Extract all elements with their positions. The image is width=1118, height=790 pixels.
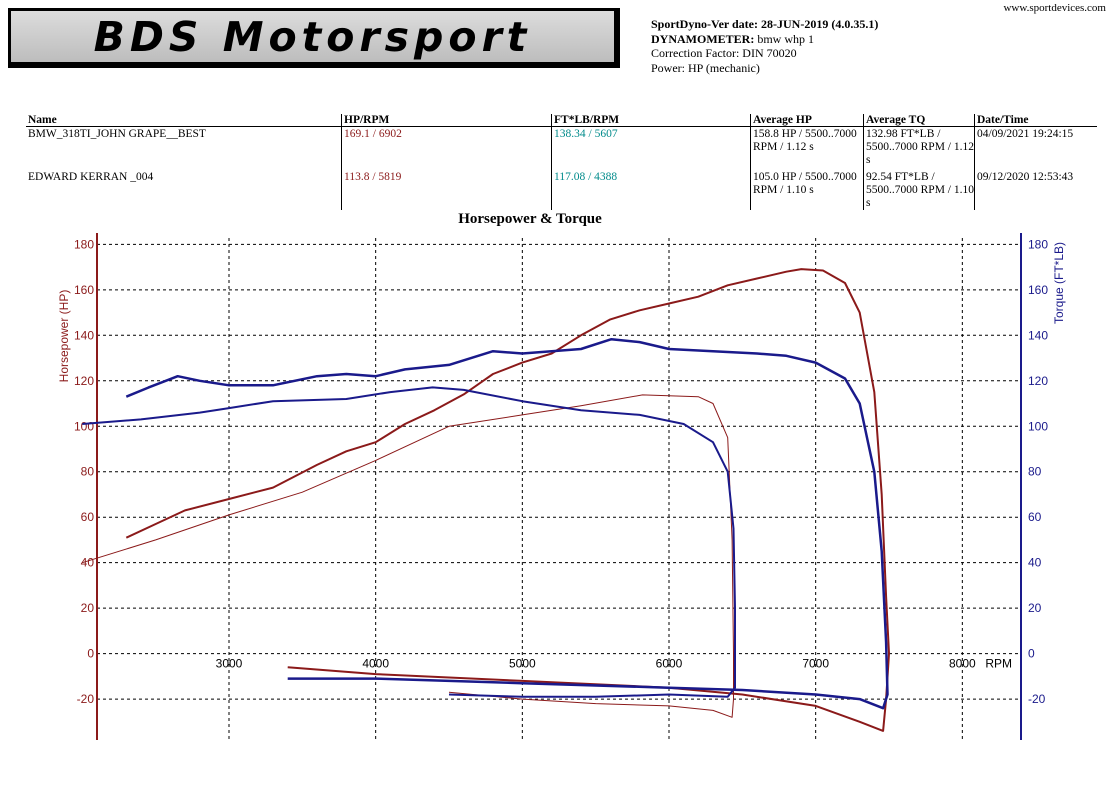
hp-curve — [82, 394, 734, 718]
x-tick: 4000 — [362, 657, 389, 671]
y-tick-right: 80 — [1028, 465, 1042, 479]
run-avg-hp: 158.8 HP / 5500..7000 RPM / 1.12 s — [750, 126, 864, 170]
run-hp: 113.8 / 5819 — [341, 170, 552, 210]
runs-table: Name HP/RPM FT*LB/RPM Average HP Average… — [26, 114, 1097, 210]
dyno-label: DYNAMOMETER: — [651, 31, 755, 46]
x-tick: 3000 — [216, 657, 243, 671]
y-tick-left: 120 — [74, 374, 94, 388]
y-tick-left: 20 — [81, 601, 95, 615]
col-avg-hp: Average HP — [750, 114, 864, 127]
col-name: Name — [26, 114, 342, 127]
y-tick-right: 20 — [1028, 601, 1042, 615]
table-row[interactable]: EDWARD KERRAN _004 113.8 / 5819 117.08 /… — [26, 170, 1097, 210]
dyno-line: DYNAMOMETER: bmw whp 1 — [651, 32, 878, 47]
y-tick-left: 0 — [87, 647, 94, 661]
y-tick-left: 160 — [74, 283, 94, 297]
col-avg-tq: Average TQ — [863, 114, 975, 127]
run-name: BMW_318TI_JOHN GRAPE__BEST — [28, 128, 206, 140]
chart-labels: RPM Horsepower (HP) Torque (FT*LB) — [57, 242, 1066, 671]
dyno-value: bmw whp 1 — [754, 31, 814, 46]
y-tick-right: 0 — [1028, 647, 1035, 661]
version-label: SportDyno-Ver date: 28-JUN-2019 (4.0.35.… — [651, 17, 879, 31]
torque-curve — [82, 386, 736, 698]
y-tick-right: 180 — [1028, 237, 1048, 251]
run-date: 09/12/2020 12:53:43 — [974, 170, 1097, 210]
website-link[interactable]: www.sportdevices.com — [1003, 2, 1106, 14]
x-tick: 8000 — [949, 657, 976, 671]
col-hp: HP/RPM — [341, 114, 552, 127]
power-type: Power: HP (mechanic) — [651, 60, 760, 75]
y-tick-left: 40 — [81, 556, 95, 570]
y-tick-left: -20 — [77, 692, 95, 706]
y-tick-left: 140 — [74, 328, 94, 342]
y-tick-left: 80 — [81, 465, 95, 479]
chart-curves — [82, 268, 890, 732]
x-tick: 6000 — [656, 657, 683, 671]
table-header-row: Name HP/RPM FT*LB/RPM Average HP Average… — [26, 114, 1097, 127]
run-avg-tq: 92.54 FT*LB / 5500..7000 RPM / 1.10 s — [863, 170, 975, 210]
run-tq: 138.34 / 5607 — [551, 126, 751, 170]
chart-title: Horsepower & Torque — [458, 211, 602, 227]
x-tick: 7000 — [802, 657, 829, 671]
chart-ticks: -20 -20 0 0 20 20 40 40 60 60 80 80 100 100 120 120 140 1… — [74, 237, 1048, 706]
run-name: EDWARD KERRAN _004 — [28, 171, 154, 183]
dyno-info: SportDyno-Ver date: 28-JUN-2019 (4.0.35.… — [651, 17, 878, 75]
x-tick: 5000 — [509, 657, 536, 671]
y-tick-right: 60 — [1028, 510, 1042, 524]
run-date: 04/09/2021 19:24:15 — [974, 126, 1097, 170]
hp-curve — [125, 268, 890, 732]
run-tq: 117.08 / 4388 — [551, 170, 751, 210]
chart-axes — [96, 233, 1022, 740]
y-tick-right: 140 — [1028, 328, 1048, 342]
x-axis-label: RPM — [985, 657, 1012, 671]
col-date: Date/Time — [974, 114, 1097, 127]
table-row[interactable]: BMW_318TI_JOHN GRAPE__BEST 169.1 / 6902 … — [26, 126, 1097, 170]
correction-factor: Correction Factor: DIN 70020 — [651, 46, 797, 60]
y-axis-label-left: Horsepower (HP) — [57, 290, 71, 383]
col-tq: FT*LB/RPM — [551, 114, 751, 127]
y-tick-right: 100 — [1028, 419, 1048, 433]
run-hp: 169.1 / 6902 — [341, 126, 552, 170]
y-tick-left: 100 — [74, 419, 94, 433]
y-axis-label-right: Torque (FT*LB) — [1052, 242, 1066, 324]
y-tick-right: 160 — [1028, 283, 1048, 297]
y-tick-right: -20 — [1028, 692, 1046, 706]
y-tick-right: 40 — [1028, 556, 1042, 570]
torque-curve — [125, 337, 889, 710]
y-tick-left: 180 — [74, 237, 94, 251]
run-avg-hp: 105.0 HP / 5500..7000 RPM / 1.10 s — [750, 170, 864, 210]
run-avg-tq: 132.98 FT*LB / 5500..7000 RPM / 1.12 s — [863, 126, 975, 170]
logo: BDS Motorsport — [93, 12, 532, 61]
chart-grid — [97, 238, 1021, 740]
y-tick-left: 60 — [81, 510, 95, 524]
logo-frame: BDS Motorsport — [8, 8, 620, 68]
y-tick-right: 120 — [1028, 374, 1048, 388]
